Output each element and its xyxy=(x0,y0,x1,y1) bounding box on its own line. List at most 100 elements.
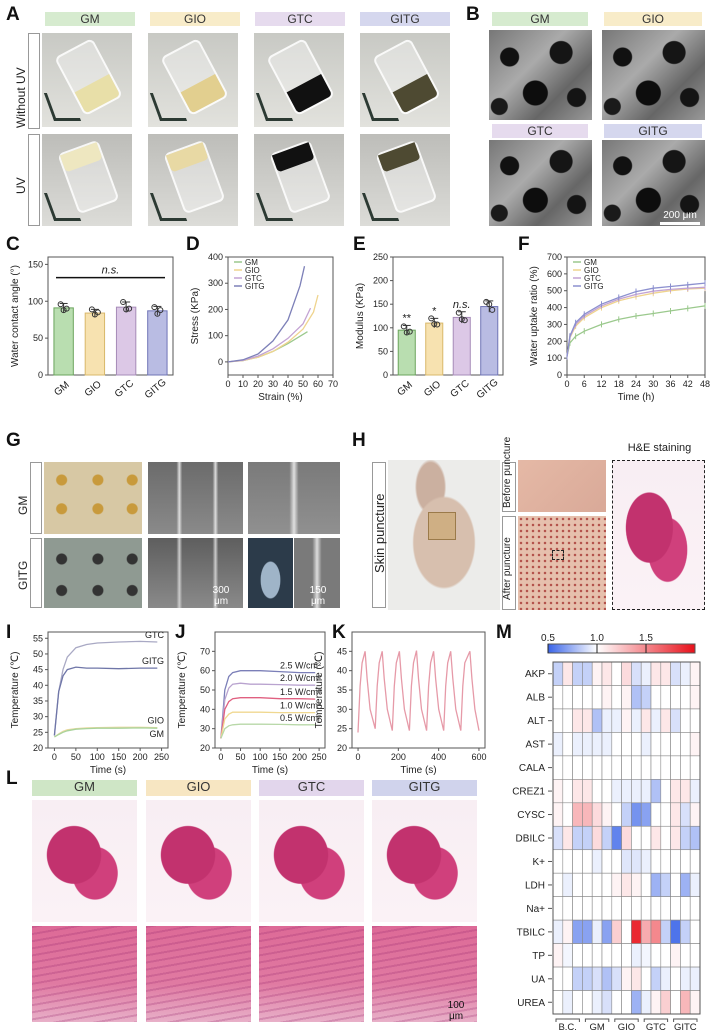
row-label: TP xyxy=(532,951,545,962)
heatmap-cell xyxy=(660,825,671,851)
heatmap-cell xyxy=(621,849,632,874)
x-tick-label: 100 xyxy=(253,752,268,762)
y-tick-label: 150 xyxy=(28,259,43,269)
heatmap-cell xyxy=(680,966,691,991)
sem-image-gm xyxy=(489,30,592,120)
heatmap-cell xyxy=(631,708,642,733)
heatmap-cell xyxy=(660,966,671,991)
heatmap-cell xyxy=(552,990,564,1015)
heatmap-cell xyxy=(621,755,632,780)
row-label: ALB xyxy=(526,693,545,704)
data-point xyxy=(91,311,98,318)
data-point xyxy=(154,310,161,317)
group-bracket xyxy=(614,1018,639,1022)
label-box xyxy=(502,462,516,512)
x-tick-label: 70 xyxy=(328,379,338,389)
x-tick-label: 30 xyxy=(648,379,658,389)
heatmap-cell xyxy=(601,779,613,804)
heatmap-cell xyxy=(562,896,573,921)
y-axis-label: Water contact angle (°) xyxy=(10,265,21,367)
heatmap-cell xyxy=(650,919,662,944)
heatmap-cell xyxy=(680,943,691,968)
heatmap-cell xyxy=(689,966,701,991)
heatmap-cell xyxy=(611,919,622,944)
heatmap-cell xyxy=(582,966,593,991)
scale-bar-200um: 200 μm xyxy=(660,210,700,225)
heatmap-cell xyxy=(631,919,642,944)
heatmap-cell xyxy=(621,990,632,1015)
x-tick-label: 200 xyxy=(133,752,148,762)
plot-frame xyxy=(227,256,334,376)
heatmap-cell xyxy=(611,896,622,921)
microneedle-sem-gm xyxy=(148,462,243,534)
heatmap-cell xyxy=(640,990,652,1015)
x-tick-label: 10 xyxy=(238,379,248,389)
heatmap-cell xyxy=(650,661,662,686)
data-point xyxy=(63,305,70,312)
bar-gio xyxy=(425,322,444,376)
histology-header-gitg: GITG xyxy=(372,780,477,796)
x-axis-label: Time (s) xyxy=(400,765,436,776)
heatmap-cell xyxy=(689,755,701,780)
panel-label-a: A xyxy=(6,4,20,25)
heatmap-cell xyxy=(601,732,613,757)
y-tick-label: 0 xyxy=(218,357,223,367)
heatmap-cell xyxy=(611,685,622,710)
plot-frame xyxy=(566,256,706,376)
heatmap-cell xyxy=(680,919,691,944)
row-label: LDH xyxy=(525,880,545,891)
y-tick-label: 100 xyxy=(28,296,43,306)
heatmap-cell xyxy=(552,755,564,780)
heatmap-cell xyxy=(670,708,681,733)
series-line-gitg xyxy=(53,666,158,736)
skin-before-puncture xyxy=(518,460,606,512)
heatmap-cell xyxy=(640,732,652,757)
y-tick-label: 70 xyxy=(200,646,210,656)
category-label: GTC xyxy=(113,378,136,400)
bar-gtc xyxy=(452,316,471,376)
heatmap-cell xyxy=(650,943,662,968)
heatmap-cell xyxy=(582,708,593,733)
y-tick-label: 25 xyxy=(33,727,43,737)
heatmap-cell xyxy=(640,966,652,991)
x-tick-label: 12 xyxy=(596,379,606,389)
row-label-box xyxy=(28,134,40,226)
data-point xyxy=(483,298,490,305)
bar-gitg xyxy=(147,310,168,376)
heatmap-cell xyxy=(660,896,671,921)
heatmap-cell xyxy=(611,708,622,733)
heatmap-cell xyxy=(660,708,671,733)
vial-photo-gm-without-uv xyxy=(42,33,132,127)
heatmap-cell xyxy=(650,779,662,804)
y-tick-label: 200 xyxy=(208,304,223,314)
heatmap-cell xyxy=(611,779,622,804)
series-line-15wcm xyxy=(220,697,316,739)
panel-label-k: K xyxy=(332,622,346,643)
heatmap-cell xyxy=(552,732,564,757)
heatmap-cell xyxy=(611,755,622,780)
series-label: GITG xyxy=(142,656,164,666)
heatmap-cell xyxy=(552,966,564,991)
heatmap-cell xyxy=(689,685,701,710)
heatmap-cell xyxy=(650,896,662,921)
heatmap-cell xyxy=(631,849,642,874)
x-tick-label: 30 xyxy=(268,379,278,389)
data-point xyxy=(428,315,435,322)
histology-overview-gm xyxy=(32,800,137,922)
panel-label-h: H xyxy=(352,430,366,451)
row-label: K+ xyxy=(532,857,545,868)
heatmap-cell xyxy=(670,966,681,991)
heatmap-cell xyxy=(660,990,671,1015)
row-label: AST xyxy=(526,740,545,751)
row-label-box xyxy=(28,33,40,129)
heatmap-cell xyxy=(562,779,573,804)
heatmap-cell xyxy=(670,802,681,827)
heatmap-cell xyxy=(572,685,583,710)
label-box xyxy=(502,516,516,610)
heatmap-cell xyxy=(640,896,652,921)
heatmap-cell xyxy=(670,943,681,968)
heatmap-cell xyxy=(689,732,701,757)
x-tick-label: 0 xyxy=(52,752,57,762)
y-tick-label: 500 xyxy=(547,286,562,296)
x-tick-label: 48 xyxy=(700,379,710,389)
